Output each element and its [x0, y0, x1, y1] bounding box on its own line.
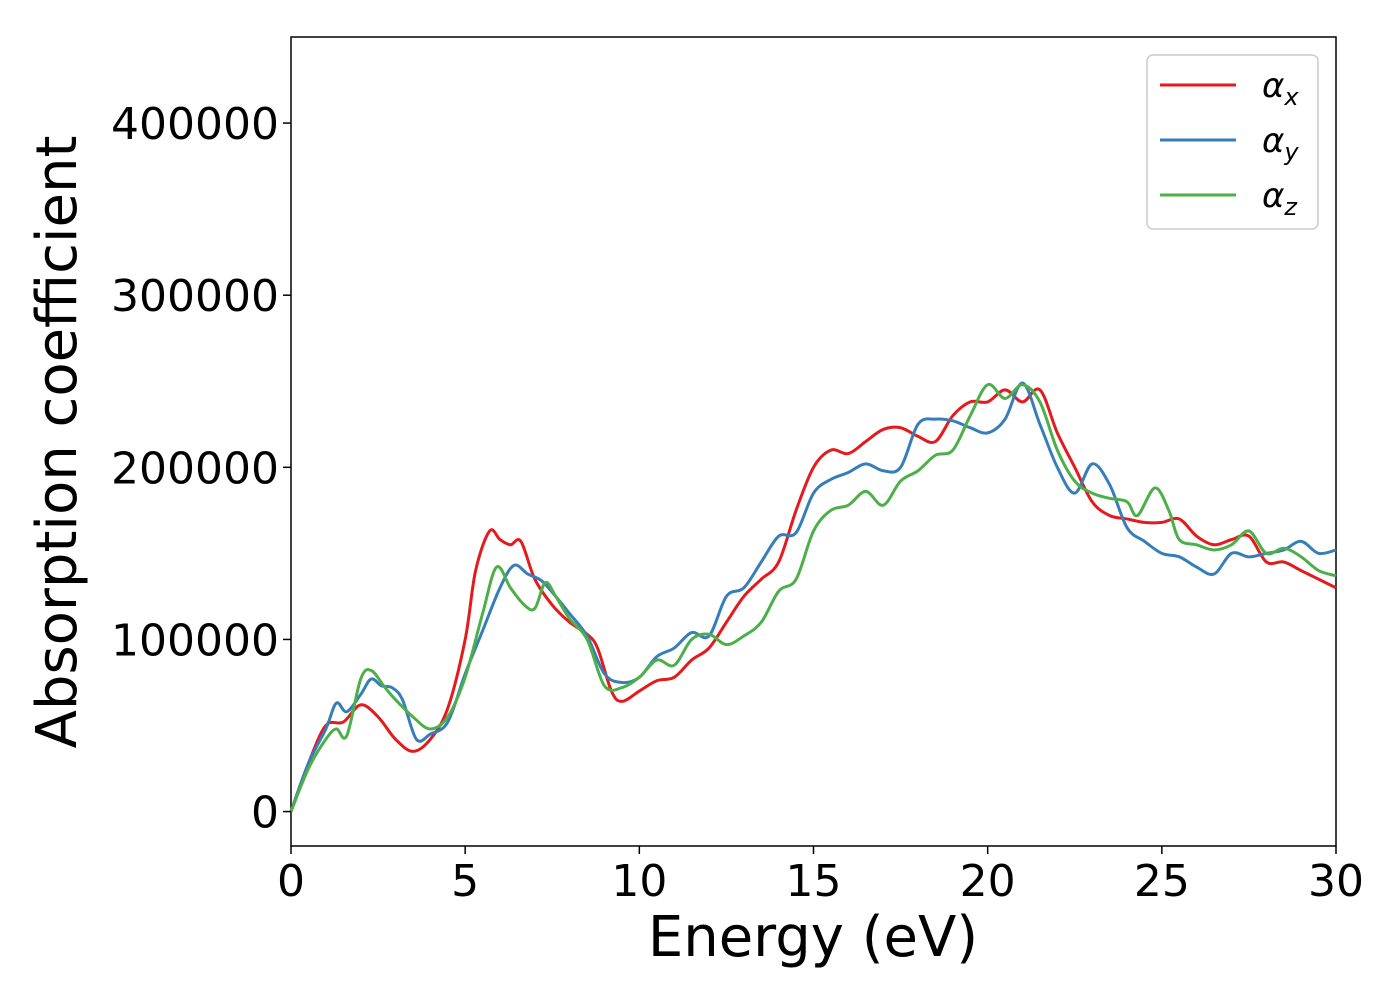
y-tick-label: 200000: [111, 443, 279, 494]
x-axis-ticks: 0 5 10 15 20 25 30: [277, 846, 1364, 907]
series-layer: [289, 381, 1337, 813]
x-tick-label: 0: [277, 856, 305, 907]
x-tick-label: 5: [451, 856, 479, 907]
x-tick-label: 30: [1308, 856, 1364, 907]
x-tick-label: 15: [786, 856, 842, 907]
series-line-alpha-y: [289, 381, 1337, 813]
x-tick-label: 20: [960, 856, 1016, 907]
series-line-alpha-x: [289, 387, 1337, 813]
x-tick-label: 10: [611, 856, 667, 907]
y-tick-label: 300000: [111, 271, 279, 322]
legend-box: [1146, 54, 1319, 230]
y-tick-label: 100000: [111, 615, 279, 666]
y-axis-ticks: 0 100000 200000 300000 400000: [111, 99, 291, 839]
x-tick-label: 25: [1134, 856, 1190, 907]
y-tick-label: 400000: [111, 99, 279, 150]
y-tick-label: 0: [251, 788, 279, 839]
series-line-alpha-z: [289, 382, 1337, 813]
x-axis-label: Energy (eV): [648, 905, 978, 970]
y-axis-label: Absorption coefficient: [25, 136, 90, 749]
